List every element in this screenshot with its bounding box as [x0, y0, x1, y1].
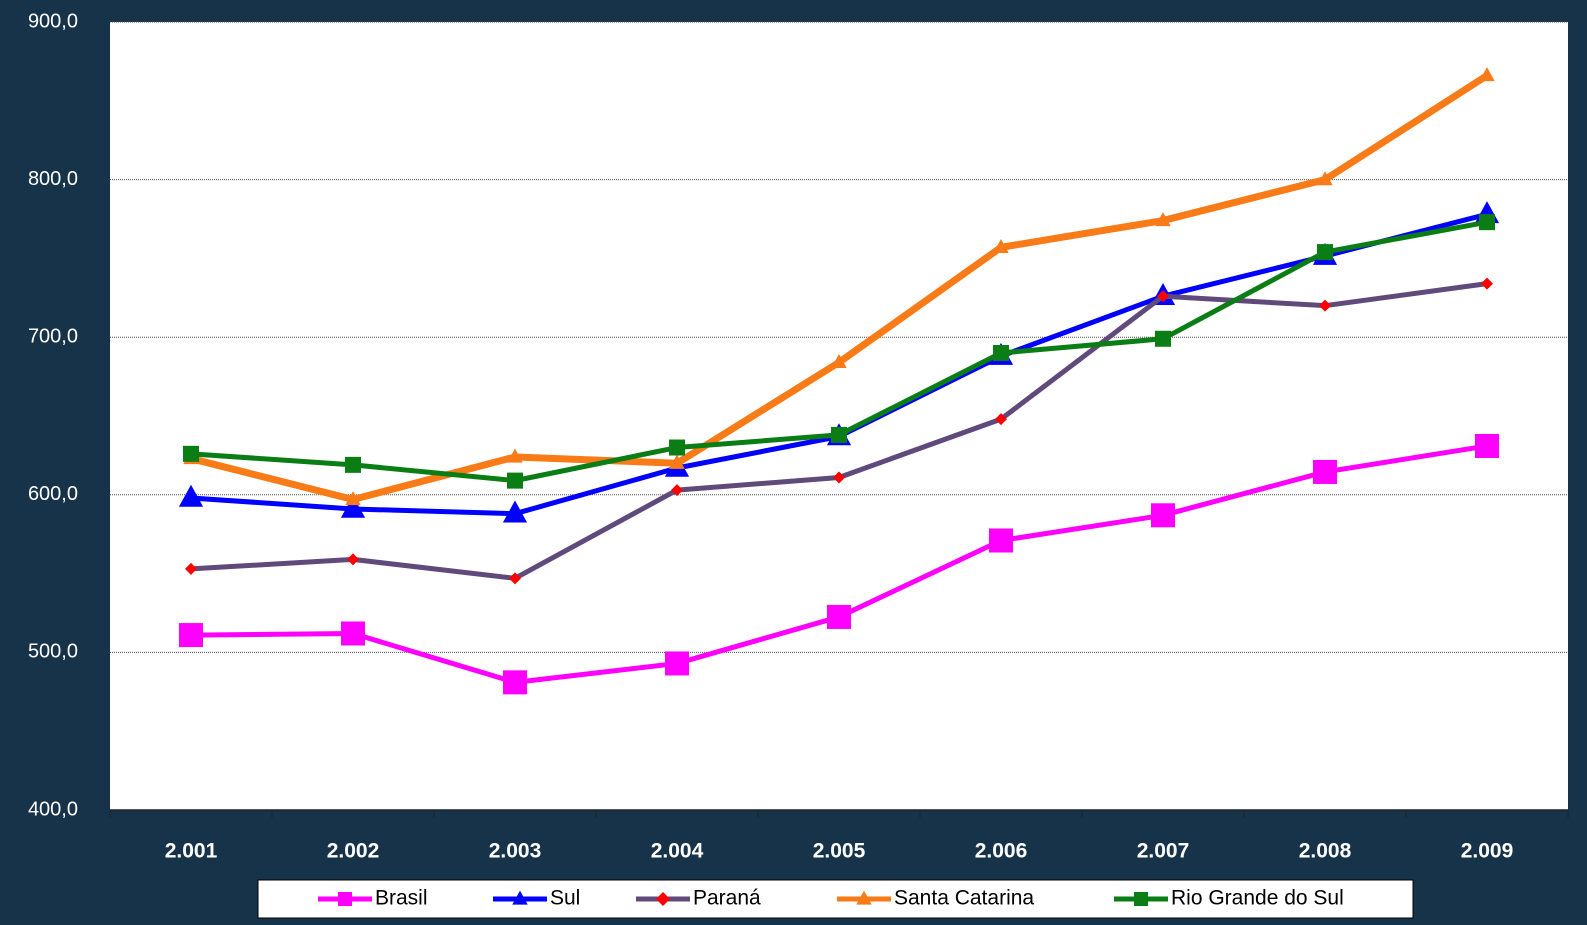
marker	[341, 621, 365, 646]
marker	[185, 562, 197, 575]
marker	[503, 670, 527, 695]
y-tick-label: 500,0	[28, 641, 78, 663]
marker	[993, 238, 1009, 253]
marker	[512, 890, 528, 905]
marker	[178, 484, 204, 507]
marker	[671, 484, 683, 497]
marker	[669, 454, 685, 469]
marker	[989, 528, 1013, 553]
series	[179, 433, 1499, 695]
legend-box	[257, 879, 1414, 919]
marker	[1317, 171, 1333, 186]
marker	[345, 491, 361, 506]
marker	[995, 413, 1007, 426]
x-tick-label: 2.003	[489, 840, 542, 863]
marker	[179, 623, 203, 648]
marker	[1134, 892, 1148, 906]
marker	[1155, 212, 1171, 227]
marker	[669, 439, 685, 456]
marker	[656, 892, 670, 906]
x-tick-label: 2.002	[327, 840, 380, 863]
marker	[338, 892, 352, 906]
marker	[507, 448, 523, 463]
marker	[1155, 330, 1171, 347]
legend-label: Sul	[550, 887, 580, 910]
marker	[993, 344, 1009, 361]
marker	[509, 572, 521, 585]
x-tick-label: 2.007	[1137, 840, 1190, 863]
series	[185, 277, 1493, 585]
marker	[665, 651, 689, 676]
plot-area	[110, 22, 1568, 810]
marker	[345, 456, 361, 473]
legend-label: Brasil	[375, 887, 428, 910]
x-tick-label: 2.004	[651, 840, 704, 863]
legend-label: Paraná	[693, 887, 761, 910]
marker	[831, 426, 847, 443]
y-tick-label: 900,0	[28, 10, 78, 32]
marker	[1319, 299, 1331, 312]
x-tick-label: 2.001	[165, 840, 218, 863]
marker	[340, 495, 366, 518]
marker	[1157, 290, 1169, 303]
marker	[347, 553, 359, 566]
x-tick-label: 2.005	[813, 840, 866, 863]
y-tick-label: 600,0	[28, 483, 78, 505]
marker	[502, 500, 528, 523]
marker	[1313, 459, 1337, 484]
marker	[1479, 67, 1495, 82]
legend: Brasil Sul Paraná Santa Catarina Rio Grande …	[257, 879, 1414, 919]
x-tick-label: 2.009	[1461, 840, 1514, 863]
y-tick-label: 400,0	[28, 798, 78, 820]
marker	[833, 471, 845, 484]
x-tick-label: 2.006	[975, 840, 1028, 863]
marker	[1151, 503, 1175, 528]
x-tick-label: 2.008	[1299, 840, 1352, 863]
marker	[1479, 214, 1495, 231]
marker	[1475, 433, 1499, 458]
marker	[856, 890, 872, 905]
marker	[827, 604, 851, 629]
legend-label: Santa Catarina	[894, 887, 1034, 910]
legend-label: Rio Grande do Sul	[1171, 887, 1344, 910]
marker	[507, 472, 523, 489]
marker	[183, 445, 199, 462]
y-tick-label: 700,0	[28, 325, 78, 347]
series	[183, 214, 1495, 489]
y-tick-label: 800,0	[28, 168, 78, 190]
marker	[1317, 244, 1333, 261]
marker	[1481, 277, 1493, 290]
marker	[831, 354, 847, 369]
